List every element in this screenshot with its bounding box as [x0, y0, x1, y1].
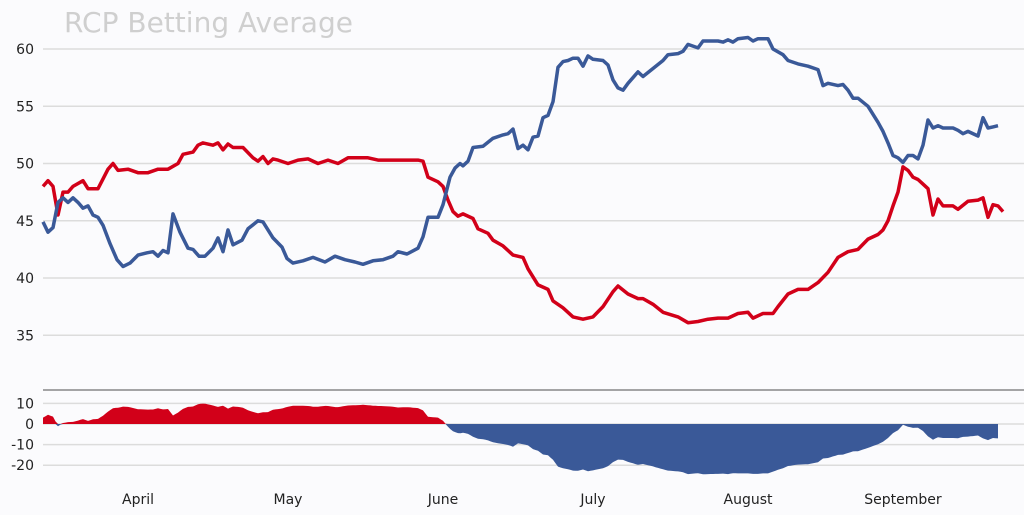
- x-tick-label: July: [579, 492, 605, 508]
- spread-y-tick-label: -10: [11, 438, 34, 454]
- x-tick-label: September: [864, 492, 942, 508]
- spread-y-tick-label: 10: [16, 396, 34, 412]
- spread-area-positive: [43, 403, 998, 424]
- y-tick-label: 35: [16, 328, 34, 344]
- y-tick-label: 60: [16, 42, 34, 58]
- chart-title: RCP Betting Average: [64, 6, 353, 39]
- x-tick-label: April: [122, 492, 154, 508]
- y-tick-label: 50: [16, 157, 34, 173]
- series-line-red: [41, 141, 1005, 325]
- y-tick-label: 55: [16, 99, 34, 115]
- x-tick-label: August: [724, 492, 774, 508]
- x-tick-label: June: [427, 492, 459, 508]
- spread-area-negative: [43, 424, 998, 475]
- x-tick-label: May: [274, 492, 303, 508]
- spread-y-tick-label: -20: [11, 458, 34, 474]
- series-line-blue: [41, 35, 999, 269]
- y-tick-label: 40: [16, 271, 34, 287]
- spread-y-tick-label: 0: [25, 417, 34, 433]
- y-tick-label: 45: [16, 214, 34, 230]
